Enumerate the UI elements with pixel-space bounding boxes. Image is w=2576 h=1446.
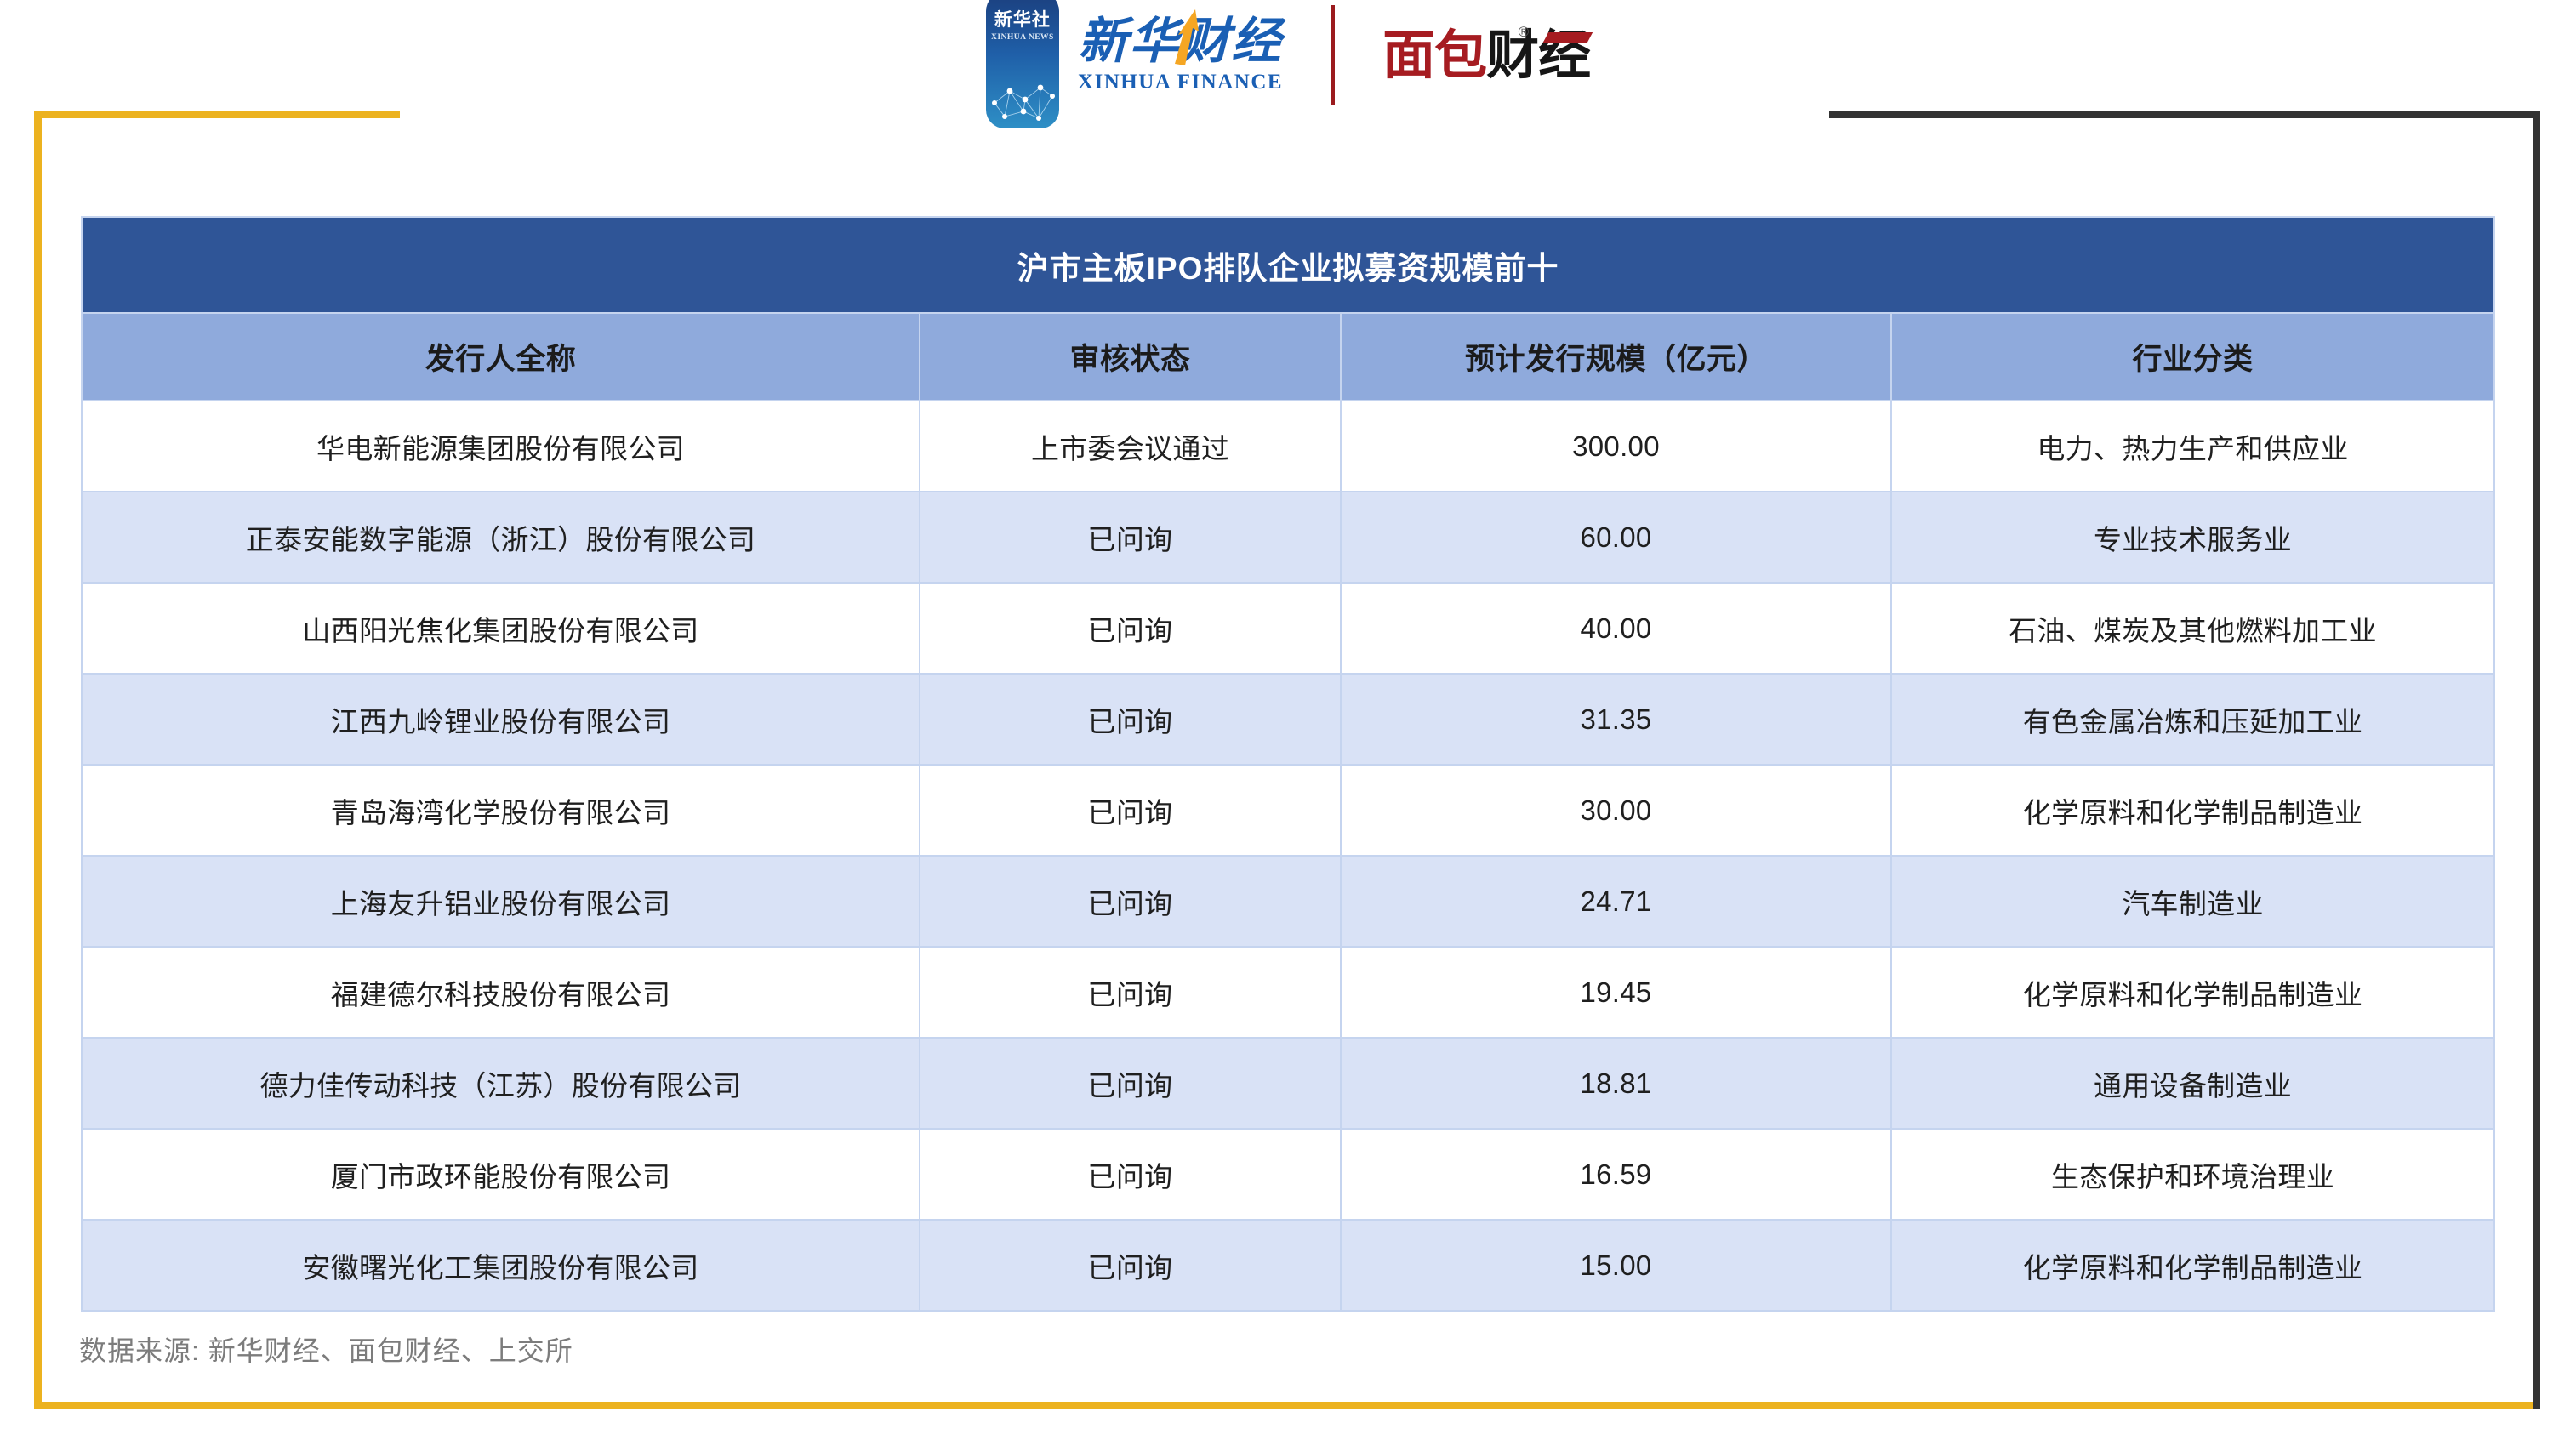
frame-dark-top-edge <box>1829 111 2540 118</box>
mianbao-red-text: 面包 <box>1382 24 1487 86</box>
cell-industry: 化学原料和化学制品制造业 <box>1890 946 2495 1039</box>
cell-industry: 专业技术服务业 <box>1890 491 2495 584</box>
table-row: 安徽曙光化工集团股份有限公司 已问询 15.00 化学原料和化学制品制造业 <box>81 1219 2495 1312</box>
table-row: 德力佳传动科技（江苏）股份有限公司 已问询 18.81 通用设备制造业 <box>81 1037 2495 1130</box>
cell-issuer: 正泰安能数字能源（浙江）股份有限公司 <box>81 491 920 584</box>
cell-issuer: 江西九岭锂业股份有限公司 <box>81 673 920 766</box>
table-row: 福建德尔科技股份有限公司 已问询 19.45 化学原料和化学制品制造业 <box>81 946 2495 1039</box>
table-row: 江西九岭锂业股份有限公司 已问询 31.35 有色金属冶炼和压延加工业 <box>81 673 2495 766</box>
logo-group: 新华社 XINHUA NEWS <box>985 0 1593 128</box>
cell-issuer: 山西阳光焦化集团股份有限公司 <box>81 582 920 675</box>
xinhua-finance-logo: 新华财经 XINHUA FINANCE <box>1077 9 1284 94</box>
table-row: 山西阳光焦化集团股份有限公司 已问询 40.00 石油、煤炭及其他燃料加工业 <box>81 582 2495 675</box>
table-row: 正泰安能数字能源（浙江）股份有限公司 已问询 60.00 专业技术服务业 <box>81 491 2495 584</box>
xinhua-finance-en: XINHUA FINANCE <box>1077 71 1284 94</box>
column-header-issuer: 发行人全称 <box>81 312 920 401</box>
up-arrow-icon <box>1175 9 1200 65</box>
column-header-scale: 预计发行规模（亿元） <box>1340 312 1892 401</box>
ipo-table-container: 沪市主板IPO排队企业拟募资规模前十 发行人全称 审核状态 预计发行规模（亿元）… <box>81 216 2495 1312</box>
cell-issuer: 厦门市政环能股份有限公司 <box>81 1128 920 1221</box>
cell-industry: 通用设备制造业 <box>1890 1037 2495 1130</box>
cell-issuer: 上海友升铝业股份有限公司 <box>81 855 920 948</box>
cell-industry: 化学原料和化学制品制造业 <box>1890 1219 2495 1312</box>
cell-scale: 300.00 <box>1340 400 1892 492</box>
table-header-row: 发行人全称 审核状态 预计发行规模（亿元） 行业分类 <box>81 312 2495 401</box>
cell-scale: 40.00 <box>1340 582 1892 675</box>
cell-issuer: 青岛海湾化学股份有限公司 <box>81 764 920 857</box>
cell-scale: 16.59 <box>1340 1128 1892 1221</box>
cell-status: 已问询 <box>919 673 1342 766</box>
table-title-row: 沪市主板IPO排队企业拟募资规模前十 <box>81 216 2495 314</box>
table-row: 厦门市政环能股份有限公司 已问询 16.59 生态保护和环境治理业 <box>81 1128 2495 1221</box>
cell-industry: 化学原料和化学制品制造业 <box>1890 764 2495 857</box>
cell-status: 已问询 <box>919 1037 1342 1130</box>
cell-scale: 15.00 <box>1340 1219 1892 1312</box>
cell-status: 已问询 <box>919 764 1342 857</box>
frame-gold-left-edge <box>34 111 42 1409</box>
cell-status: 已问询 <box>919 1219 1342 1312</box>
xinhua-news-logo: 新华社 XINHUA NEWS <box>985 0 1059 128</box>
mianbao-finance-logo: 面包 财经 ® <box>1382 24 1593 86</box>
column-header-status: 审核状态 <box>919 312 1342 401</box>
cell-industry: 电力、热力生产和供应业 <box>1890 400 2495 492</box>
cell-scale: 60.00 <box>1340 491 1892 584</box>
cell-status: 已问询 <box>919 855 1342 948</box>
column-header-industry: 行业分类 <box>1890 312 2495 401</box>
frame-gold-top-edge <box>34 111 400 118</box>
table-body: 华电新能源集团股份有限公司 上市委会议通过 300.00 电力、热力生产和供应业 正泰安… <box>81 400 2495 1312</box>
frame-gold-bottom-edge <box>34 1402 2540 1409</box>
cell-industry: 生态保护和环境治理业 <box>1890 1128 2495 1221</box>
logo-bar: 新华社 XINHUA NEWS <box>0 0 2576 128</box>
cell-industry: 有色金属冶炼和压延加工业 <box>1890 673 2495 766</box>
table-row: 华电新能源集团股份有限公司 上市委会议通过 300.00 电力、热力生产和供应业 <box>81 400 2495 492</box>
xinhua-news-en: XINHUA NEWS <box>990 33 1054 42</box>
cell-scale: 30.00 <box>1340 764 1892 857</box>
cell-status: 已问询 <box>919 582 1342 675</box>
cell-issuer: 福建德尔科技股份有限公司 <box>81 946 920 1039</box>
table-title: 沪市主板IPO排队企业拟募资规模前十 <box>81 216 2495 314</box>
cell-issuer: 华电新能源集团股份有限公司 <box>81 400 920 492</box>
cell-status: 已问询 <box>919 491 1342 584</box>
cell-scale: 19.45 <box>1340 946 1892 1039</box>
frame-dark-right-edge <box>2533 111 2540 1409</box>
xinhua-finance-cn: 新华财经 <box>1078 9 1282 65</box>
logo-divider <box>1331 5 1336 105</box>
cell-issuer: 安徽曙光化工集团股份有限公司 <box>81 1219 920 1312</box>
cell-status: 已问询 <box>919 1128 1342 1221</box>
data-source-note: 数据来源: 新华财经、面包财经、上交所 <box>79 1335 573 1366</box>
cell-scale: 18.81 <box>1340 1037 1892 1130</box>
registered-mark-icon: ® <box>1518 24 1530 40</box>
mianbao-red-slash <box>1542 32 1593 43</box>
ipo-table: 沪市主板IPO排队企业拟募资规模前十 发行人全称 审核状态 预计发行规模（亿元）… <box>81 216 2495 1312</box>
cell-status: 已问询 <box>919 946 1342 1039</box>
cell-scale: 24.71 <box>1340 855 1892 948</box>
table-row: 青岛海湾化学股份有限公司 已问询 30.00 化学原料和化学制品制造业 <box>81 764 2495 857</box>
cell-issuer: 德力佳传动科技（江苏）股份有限公司 <box>81 1037 920 1130</box>
table-row: 上海友升铝业股份有限公司 已问询 24.71 汽车制造业 <box>81 855 2495 948</box>
cell-scale: 31.35 <box>1340 673 1892 766</box>
xinhua-news-cn: 新华社 <box>994 10 1051 30</box>
cell-status: 上市委会议通过 <box>919 400 1342 492</box>
network-nodes-icon <box>991 84 1055 121</box>
cell-industry: 汽车制造业 <box>1890 855 2495 948</box>
cell-industry: 石油、煤炭及其他燃料加工业 <box>1890 582 2495 675</box>
